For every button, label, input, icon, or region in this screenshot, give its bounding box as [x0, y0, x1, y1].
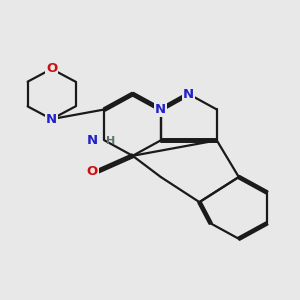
Text: N: N: [46, 112, 57, 126]
Text: H: H: [106, 136, 116, 146]
Text: O: O: [46, 62, 57, 75]
Text: N: N: [155, 103, 166, 116]
Text: N: N: [86, 134, 98, 147]
Text: N: N: [183, 88, 194, 100]
Text: O: O: [86, 165, 98, 178]
